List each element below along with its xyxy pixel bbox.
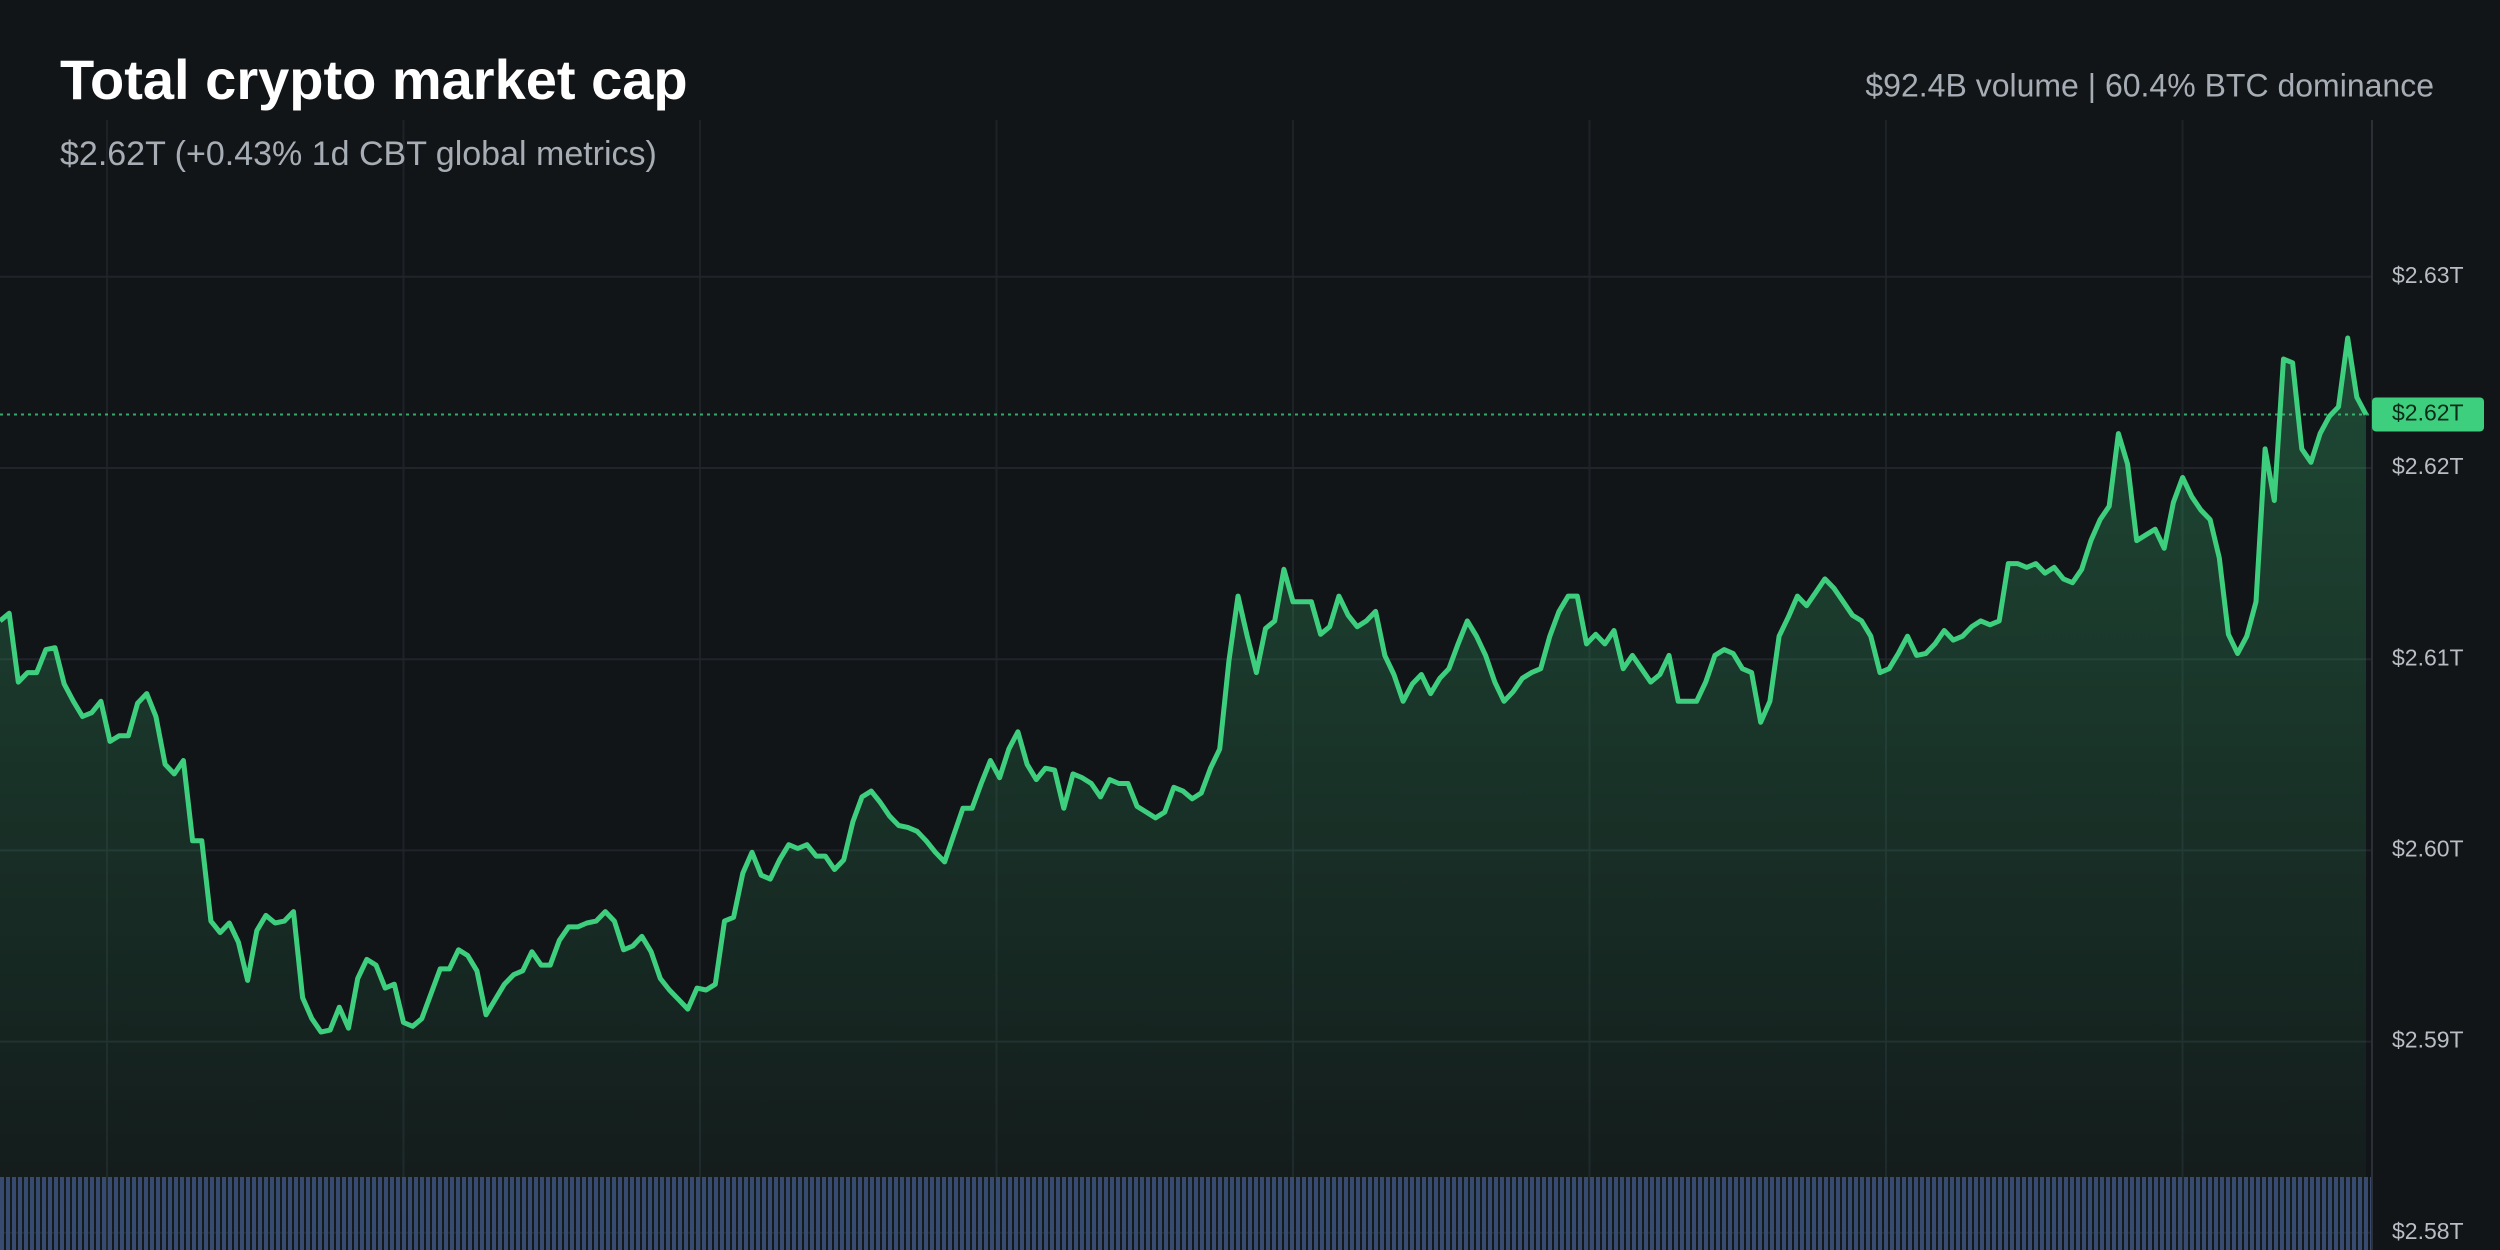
price-line — [0, 335, 2369, 1035]
plot — [0, 335, 2372, 1250]
subtitle: $2.62T (+0.43% 1d CBT global metrics) — [60, 135, 657, 173]
last-price-label: $2.62T — [2392, 400, 2464, 426]
volume-strip — [0, 1177, 2372, 1250]
y-tick-label: $2.62T — [2392, 453, 2464, 479]
market-stats: $92.4B volume | 60.4% BTC dominance — [1865, 67, 2434, 103]
y-tick-label: $2.61T — [2392, 644, 2464, 670]
y-tick-label: $2.59T — [2392, 1027, 2464, 1053]
y-axis: $2.58T $2.59T $2.60T $2.61T $2.62T $2.63T $2.6… — [2372, 262, 2484, 1244]
y-tick-label: $2.60T — [2392, 835, 2464, 861]
title: Total crypto market cap — [60, 48, 688, 111]
y-tick-label: $2.58T — [2392, 1218, 2464, 1244]
y-tick-label: $2.63T — [2392, 262, 2464, 288]
last-price-badge — [2372, 397, 2484, 432]
